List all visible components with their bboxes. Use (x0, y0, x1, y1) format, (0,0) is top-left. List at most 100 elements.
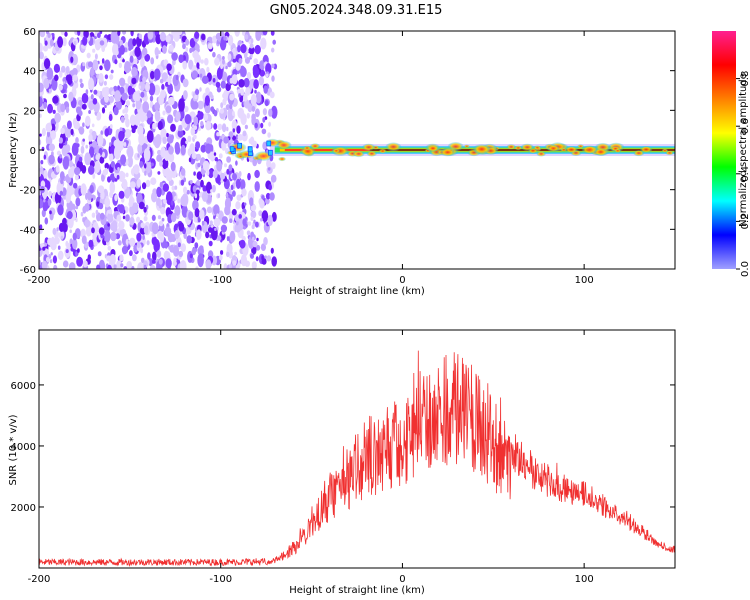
noise-speckle (260, 217, 263, 222)
snr-x-label: Height of straight line (km) (289, 585, 425, 596)
noise-speckle (54, 74, 59, 82)
noise-speckle (88, 165, 95, 175)
snr-y-label: SNR (10 * v/v) (8, 414, 19, 485)
noise-speckle (197, 100, 205, 110)
noise-speckle (222, 93, 226, 99)
signal-blob (440, 148, 455, 157)
colorbar-tick-label: 0.6 (740, 118, 750, 134)
noise-speckle (266, 255, 272, 262)
noise-speckle (259, 69, 266, 77)
signal-blob (310, 143, 321, 149)
noise-speckle (136, 216, 141, 223)
noise-speckle (154, 47, 159, 57)
noise-speckle (41, 209, 46, 218)
noise-speckle (54, 112, 61, 123)
noise-speckle (191, 46, 196, 53)
noise-speckle (252, 240, 258, 248)
noise-speckle (194, 193, 198, 199)
noise-speckle (80, 211, 84, 217)
noise-speckle (182, 43, 186, 50)
noise-speckle (131, 67, 138, 77)
noise-speckle (238, 93, 241, 98)
noise-speckle (60, 103, 66, 113)
noise-speckle-field (39, 31, 278, 269)
noise-speckle (136, 232, 142, 242)
noise-speckle (246, 112, 250, 119)
noise-speckle (161, 217, 165, 222)
noise-speckle (262, 117, 266, 123)
noise-speckle (131, 265, 135, 269)
noise-speckle (185, 38, 190, 46)
noise-speckle (110, 161, 116, 168)
noise-speckle (261, 258, 267, 265)
signal-blob (520, 143, 534, 151)
noise-speckle (77, 248, 80, 253)
noise-speckle (157, 171, 161, 175)
noise-speckle (74, 174, 79, 181)
noise-speckle (224, 163, 227, 168)
noise-speckle (177, 198, 181, 204)
noise-speckle (142, 234, 145, 240)
noise-speckle (150, 70, 155, 80)
noise-speckle (259, 199, 265, 209)
noise-speckle (140, 91, 145, 98)
noise-speckle (118, 204, 125, 214)
colorbar-label: Normalized spectral amplitude (738, 73, 749, 227)
signal-blob (614, 148, 622, 153)
noise-speckle (213, 152, 217, 156)
noise-speckle (173, 257, 177, 263)
noise-speckle (82, 260, 88, 268)
noise-speckle (75, 197, 81, 207)
noise-speckle (162, 110, 166, 116)
noise-speckle (118, 130, 124, 142)
noise-speckle (88, 77, 95, 91)
noise-speckle (46, 67, 54, 80)
noise-speckle (72, 232, 78, 241)
noise-speckle (174, 141, 180, 153)
noise-speckle (242, 218, 247, 227)
noise-speckle (162, 183, 169, 192)
signal-blob (366, 150, 377, 157)
noise-speckle (45, 31, 50, 35)
noise-speckle (41, 127, 46, 137)
noise-speckle (75, 205, 79, 210)
noise-speckle (70, 128, 74, 136)
noise-speckle (271, 47, 275, 53)
noise-speckle (136, 192, 143, 205)
noise-speckle (115, 233, 121, 240)
noise-speckle (202, 160, 210, 171)
noise-speckle (124, 47, 128, 53)
spectrogram-x-tick-label: -100 (209, 275, 232, 286)
noise-speckle (258, 210, 263, 217)
noise-speckle (170, 161, 176, 172)
noise-speckle (124, 61, 131, 74)
noise-speckle (143, 216, 148, 222)
signal-blob (385, 142, 402, 152)
noise-speckle (119, 39, 124, 47)
noise-speckle (213, 123, 218, 130)
noise-speckle (194, 208, 200, 218)
noise-speckle (210, 106, 215, 112)
noise-speckle (217, 123, 223, 131)
noise-speckle (147, 31, 154, 40)
noise-speckle (208, 240, 213, 247)
noise-speckle (201, 220, 205, 226)
noise-speckle (211, 184, 216, 193)
noise-speckle (120, 154, 127, 165)
noise-speckle (201, 191, 208, 202)
noise-speckle (98, 202, 104, 210)
noise-speckle (167, 81, 171, 85)
noise-speckle (104, 230, 111, 243)
noise-speckle (197, 126, 201, 131)
noise-speckle (149, 265, 156, 269)
noise-speckle (192, 124, 195, 128)
noise-speckle (194, 94, 198, 100)
noise-speckle (144, 159, 152, 174)
noise-speckle (270, 31, 275, 36)
noise-speckle (196, 62, 200, 69)
noise-speckle (48, 190, 52, 197)
noise-speckle (154, 138, 161, 149)
noise-speckle (133, 164, 140, 175)
noise-speckle (216, 160, 223, 172)
